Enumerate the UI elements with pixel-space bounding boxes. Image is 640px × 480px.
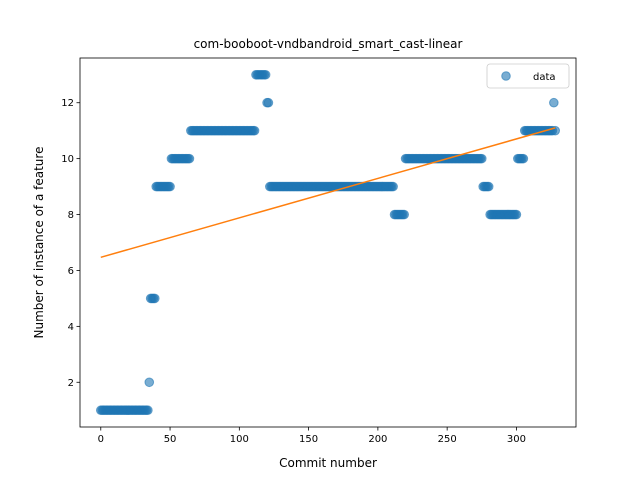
y-axis-label: Number of instance of a feature (32, 147, 46, 339)
data-point (150, 293, 160, 304)
data-point (184, 153, 195, 164)
legend-box (486, 63, 570, 89)
data-point (550, 125, 561, 136)
data-point (518, 153, 529, 164)
data-point (249, 125, 260, 136)
x-tick-label: 300 (507, 434, 526, 445)
x-tick-label: 50 (164, 434, 177, 445)
legend: data (486, 63, 570, 89)
data-point (549, 97, 559, 108)
data-point (388, 181, 398, 192)
x-tick-label: 200 (368, 434, 387, 445)
data-point (143, 405, 153, 416)
x-axis-label: Commit number (279, 456, 377, 470)
y-axis-ticks: 2 4 6 8 10 12 (61, 98, 80, 389)
x-tick-label: 100 (230, 434, 249, 445)
chart-title: com-booboot-vndbandroid_smart_cast-linea… (194, 37, 463, 51)
data-point (260, 69, 271, 80)
data-point (483, 181, 494, 192)
plot-frame (79, 57, 577, 428)
legend-label-data: data (533, 72, 556, 83)
data-point (144, 377, 155, 388)
data-point (476, 153, 487, 164)
x-tick-label: 150 (299, 434, 318, 445)
fit-line-layer (100, 127, 556, 259)
y-tick-label: 8 (68, 210, 74, 221)
fit-line (100, 127, 556, 259)
data-points (95, 69, 561, 416)
x-tick-label: 0 (98, 434, 104, 445)
data-point (511, 209, 522, 220)
x-tick-label: 250 (438, 434, 457, 445)
y-tick-label: 12 (61, 98, 74, 109)
data-point (165, 181, 175, 192)
x-axis-ticks: 0 50 100 150 200 250 300 (98, 427, 526, 445)
y-tick-label: 4 (68, 322, 74, 333)
legend-marker-data (501, 71, 511, 81)
y-tick-label: 6 (68, 266, 74, 277)
data-point (263, 97, 274, 108)
plot-area (80, 58, 576, 427)
y-tick-label: 10 (61, 154, 74, 165)
data-point (399, 209, 410, 220)
y-tick-label: 2 (68, 378, 74, 389)
